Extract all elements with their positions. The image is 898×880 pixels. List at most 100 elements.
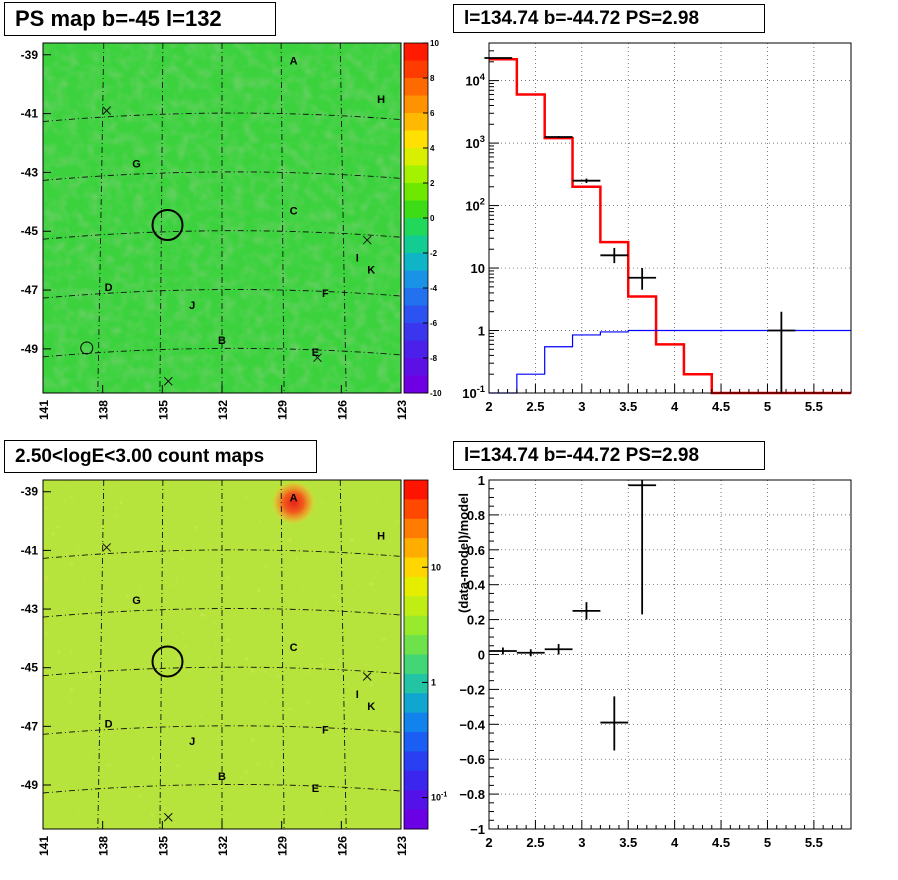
count-map-colorbar-cell <box>404 770 428 791</box>
ps-map-colorbar-cell <box>404 183 428 201</box>
ps-map-colorbar-cell <box>404 253 428 271</box>
count-map-colorbar-cell <box>404 751 428 772</box>
count-map-meridian <box>159 479 164 830</box>
ps-map-colorbar-cell <box>404 358 428 376</box>
count-map-source-label: H <box>377 531 385 543</box>
spectrum-y-tick-label: 10-1 <box>462 384 485 401</box>
ps-map-y-tick-label: -41 <box>21 107 39 121</box>
ps-map-source-label: C <box>290 206 298 218</box>
ps-map-colorbar-tick-label: 8 <box>430 74 435 83</box>
count-map-x-tick-label: 126 <box>335 836 349 856</box>
ps-map-source-label: J <box>189 300 195 312</box>
count-map-y-tick-label: -47 <box>21 719 39 733</box>
residual-x-tick-label: 3.5 <box>619 835 637 850</box>
ps-map-x-tick-label: 141 <box>37 400 51 420</box>
ps-map-cross-marker <box>102 106 111 116</box>
count-map-source-label: E <box>312 783 319 795</box>
ps-map-coordinate-grid <box>42 42 402 394</box>
residual-y-tick-label: −0.8 <box>459 787 485 802</box>
spectrum-x-tick-label: 2 <box>485 399 492 414</box>
spectrum-x-tick-label: 3.5 <box>619 399 637 414</box>
count-map-colorbar: 10 1 10-1 <box>403 479 447 830</box>
count-map-cross-marker <box>163 812 173 822</box>
count-map-source-label: D <box>105 718 113 730</box>
ps-map-source-label: D <box>105 282 113 294</box>
ps-map-source-label: K <box>367 264 375 276</box>
count-map-colorbar-cell <box>404 480 428 500</box>
count-map-x-tick-label: 138 <box>97 836 111 856</box>
ps-map-title: PS map b=-45 l=132 <box>4 2 276 36</box>
count-map-colorbar-cell <box>404 557 428 578</box>
count-map-colorbar-cell <box>404 673 428 694</box>
spectrum-x-tick-label: 4.5 <box>712 399 730 414</box>
spectrum-title: l=134.74 b=-44.72 PS=2.98 <box>453 4 765 33</box>
ps-map-colorbar-tick-label: -2 <box>430 249 438 258</box>
ps-map-meridian <box>159 42 164 394</box>
count-map-colorbar-cell <box>404 576 428 597</box>
ps-map-colorbar-tick-label: 4 <box>430 144 435 153</box>
spectrum-y-tick-label: 1 <box>478 324 485 339</box>
ps-map-y-tick-label: -49 <box>21 342 39 356</box>
residual-y-tick-label: 0.2 <box>467 613 485 628</box>
count-map-colorbar-cell <box>404 538 428 559</box>
ps-map-circle-marker <box>80 341 94 355</box>
ps-map-colorbar-tick-label: 0 <box>430 214 435 223</box>
count-map-y-tick-label: -39 <box>21 485 39 499</box>
ps-map-colorbar-cell <box>404 43 428 61</box>
ps-map-meridian <box>97 42 105 394</box>
count-map-colorbar-cell <box>404 615 428 636</box>
spectrum-y-tick-label: 104 <box>465 72 485 89</box>
count-map-colorbar-tick-label: 1 <box>431 677 436 687</box>
count-map-colorbar-cell <box>404 596 428 617</box>
ps-map-colorbar-tick-label: -10 <box>430 389 442 398</box>
residual-x-tick-label: 3 <box>578 835 585 850</box>
count-map-colorbar-cell <box>404 654 428 675</box>
residual-y-tick-label: 0.6 <box>467 543 485 558</box>
ps-map-cross-marker <box>362 235 372 245</box>
ps-map-colorbar-cell <box>404 288 428 306</box>
ps-map-source-label: F <box>322 288 329 300</box>
ps-map-colorbar-cell <box>404 218 428 236</box>
ps-map-x-tick-label: 138 <box>97 400 111 420</box>
count-map-source-label: A <box>290 493 298 505</box>
spectrum-x-tick-label: 2.5 <box>526 399 544 414</box>
count-map-colorbar-cell <box>404 732 428 752</box>
count-map-x-tick-label: 129 <box>276 836 290 856</box>
ps-map-colorbar-tick-label: -8 <box>430 354 438 363</box>
ps-map-x-tick-label: 129 <box>276 400 290 420</box>
residual-y-tick-label: 0 <box>478 648 485 663</box>
count-map-source-label: J <box>189 736 195 748</box>
residual-x-tick-label: 2.5 <box>526 835 544 850</box>
count-map-cross-marker <box>362 672 372 681</box>
count-map-source-label: C <box>290 642 298 654</box>
residual-x-tick-label: 5.5 <box>805 835 823 850</box>
count-map-colorbar-cell <box>404 712 428 733</box>
ps-map-y-tick-label: -45 <box>21 224 39 238</box>
count-map-colorbar-cell <box>404 518 428 539</box>
ps-map-colorbar-cell <box>404 305 428 324</box>
ps-map-x-tick-label: 123 <box>395 400 409 420</box>
count-map-colorbar-cell <box>404 635 428 655</box>
residual-x-tick-label: 4.5 <box>712 835 730 850</box>
residual-x-tick-label: 4 <box>671 835 679 850</box>
count-map-circle-marker <box>151 645 184 678</box>
ps-map-x-tick-label: 132 <box>216 400 230 420</box>
residual-y-tick-label: −0.2 <box>459 682 485 697</box>
count-map-meridian <box>339 479 347 830</box>
spectrum-plot-area <box>489 43 851 393</box>
residual-title: l=134.74 b=-44.72 PS=2.98 <box>453 441 765 470</box>
ps-map-colorbar-cell <box>404 375 428 394</box>
spectrum-frame <box>488 42 852 394</box>
count-map-y-tick-label: -49 <box>21 778 39 792</box>
count-map-colorbar-cell <box>404 790 428 811</box>
count-map-cross-marker <box>102 543 111 552</box>
residual-y-axis-label: (data-model)/model <box>456 493 471 613</box>
count-map-x-tick-label: 123 <box>395 836 409 856</box>
count-map-source-label: B <box>218 771 226 783</box>
ps-map-source-label: H <box>377 94 385 106</box>
count-map-y-tick-label: -45 <box>21 661 39 675</box>
ps-map-meridian <box>339 42 347 394</box>
spectrum-y-tick-label: 103 <box>465 134 485 151</box>
ps-map-colorbar-tick-label: -6 <box>430 319 438 328</box>
residual-y-tick-label: −0.6 <box>459 752 485 767</box>
